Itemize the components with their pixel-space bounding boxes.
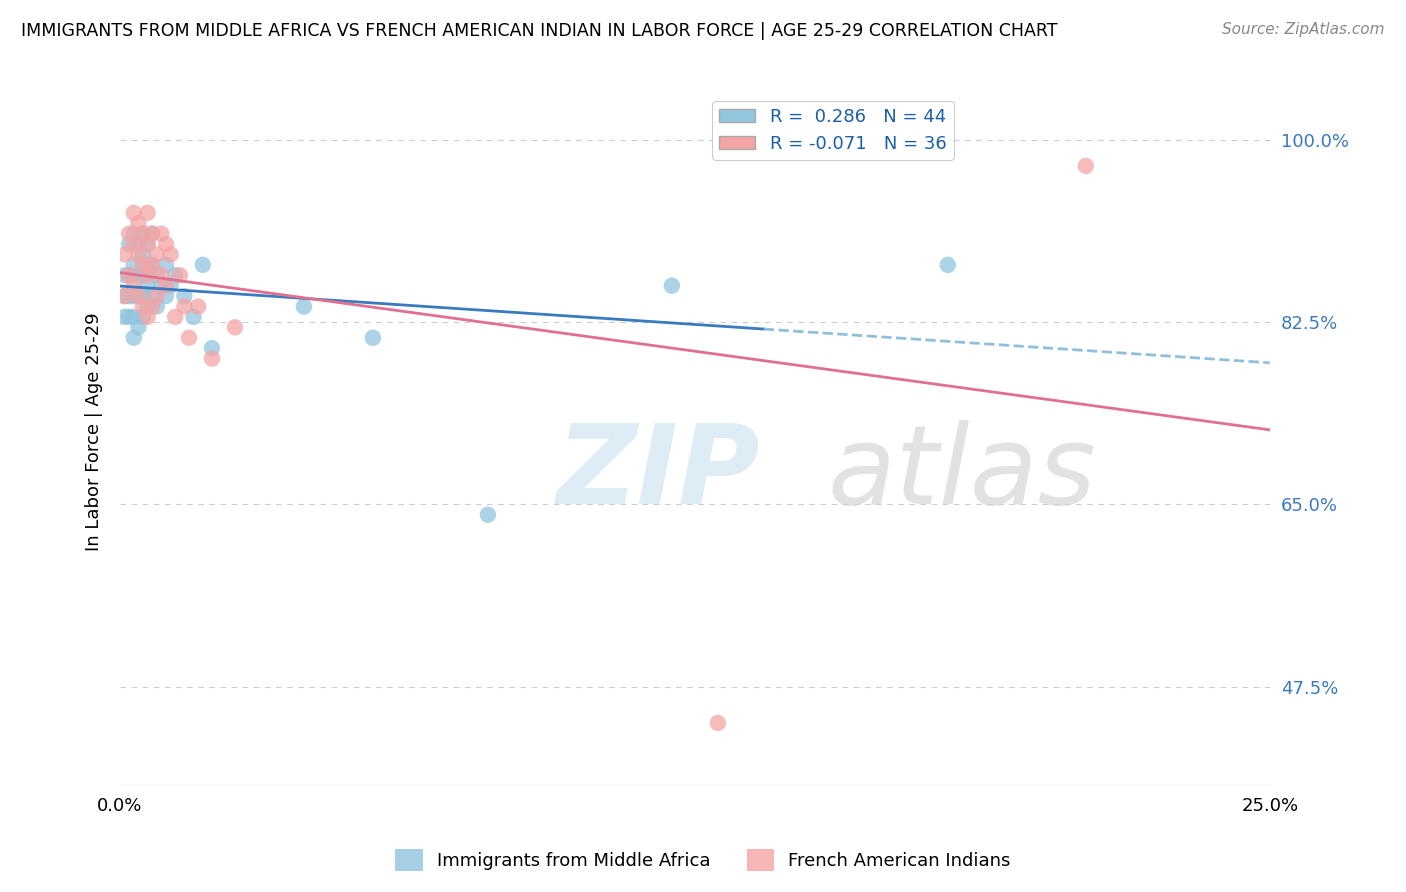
Point: [173, 300, 195, 314]
Point: [159, 247, 181, 261]
Text: Source: ZipAtlas.com: Source: ZipAtlas.com: [1222, 22, 1385, 37]
Point: [136, 268, 159, 283]
Point: [132, 268, 155, 283]
Text: IMMIGRANTS FROM MIDDLE AFRICA VS FRENCH AMERICAN INDIAN IN LABOR FORCE | AGE 25-: IMMIGRANTS FROM MIDDLE AFRICA VS FRENCH …: [21, 22, 1057, 40]
Point: [127, 237, 149, 252]
Point: [127, 320, 149, 334]
Point: [122, 310, 145, 324]
Point: [132, 300, 155, 314]
Point: [150, 227, 173, 241]
Point: [136, 278, 159, 293]
Point: [122, 206, 145, 220]
Point: [141, 258, 163, 272]
Point: [136, 237, 159, 252]
Point: [292, 300, 315, 314]
Point: [191, 258, 214, 272]
Point: [122, 331, 145, 345]
Point: [132, 289, 155, 303]
Point: [132, 310, 155, 324]
Point: [127, 289, 149, 303]
Point: [132, 258, 155, 272]
Point: [118, 289, 141, 303]
Point: [127, 247, 149, 261]
Point: [707, 716, 730, 731]
Point: [118, 268, 141, 283]
Point: [127, 268, 149, 283]
Point: [177, 331, 200, 345]
Point: [145, 289, 167, 303]
Point: [136, 300, 159, 314]
Point: [127, 289, 149, 303]
Point: [127, 216, 149, 230]
Point: [155, 278, 177, 293]
Point: [155, 258, 177, 272]
Point: [155, 289, 177, 303]
Point: [165, 268, 187, 283]
Point: [165, 310, 187, 324]
Point: [183, 310, 205, 324]
Point: [477, 508, 499, 522]
Text: atlas: atlas: [827, 420, 1095, 527]
Point: [145, 300, 167, 314]
Point: [132, 227, 155, 241]
Point: [187, 300, 209, 314]
Point: [661, 278, 683, 293]
Point: [136, 206, 159, 220]
Text: ZIP: ZIP: [557, 420, 761, 527]
Point: [136, 258, 159, 272]
Point: [132, 247, 155, 261]
Point: [118, 227, 141, 241]
Point: [145, 247, 167, 261]
Point: [201, 351, 224, 366]
Point: [114, 268, 136, 283]
Point: [141, 227, 163, 241]
Point: [118, 268, 141, 283]
Point: [141, 258, 163, 272]
Point: [136, 310, 159, 324]
Point: [145, 268, 167, 283]
Point: [114, 289, 136, 303]
Point: [118, 310, 141, 324]
Point: [169, 268, 191, 283]
Point: [141, 300, 163, 314]
Legend: R =  0.286   N = 44, R = -0.071   N = 36: R = 0.286 N = 44, R = -0.071 N = 36: [711, 101, 953, 160]
Point: [150, 268, 173, 283]
Point: [155, 237, 177, 252]
Legend: Immigrants from Middle Africa, French American Indians: Immigrants from Middle Africa, French Am…: [388, 842, 1018, 879]
Point: [122, 237, 145, 252]
Point: [1074, 159, 1097, 173]
Point: [136, 237, 159, 252]
Y-axis label: In Labor Force | Age 25-29: In Labor Force | Age 25-29: [86, 312, 103, 550]
Point: [132, 227, 155, 241]
Point: [122, 227, 145, 241]
Point: [114, 247, 136, 261]
Point: [122, 278, 145, 293]
Point: [173, 289, 195, 303]
Point: [118, 237, 141, 252]
Point: [114, 289, 136, 303]
Point: [114, 310, 136, 324]
Point: [201, 341, 224, 355]
Point: [122, 289, 145, 303]
Point: [150, 278, 173, 293]
Point: [936, 258, 959, 272]
Point: [224, 320, 246, 334]
Point: [361, 331, 384, 345]
Point: [122, 258, 145, 272]
Point: [159, 278, 181, 293]
Point: [141, 289, 163, 303]
Point: [141, 227, 163, 241]
